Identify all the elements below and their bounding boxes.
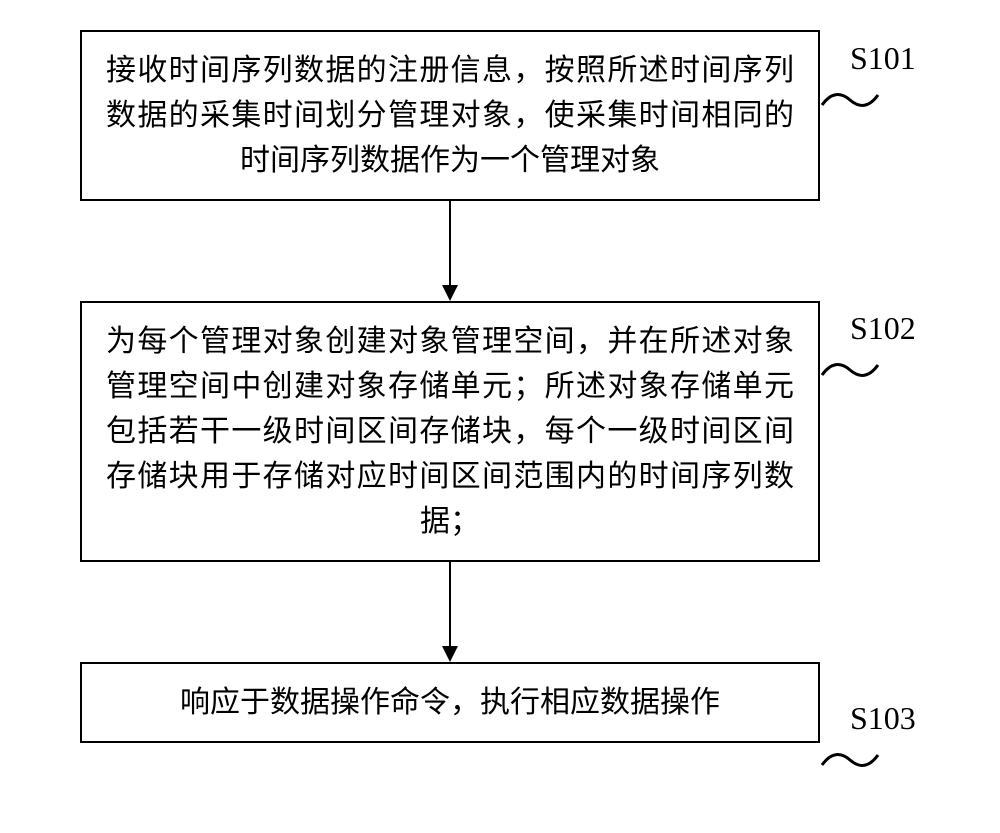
arrow-icon [435, 562, 465, 662]
step-text-s103: 响应于数据操作命令，执行相应数据操作 [180, 686, 720, 719]
step-wrapper-1: 接收时间序列数据的注册信息，按照所述时间序列数据的采集时间划分管理对象，使采集时… [80, 30, 820, 201]
step-box-s103: 响应于数据操作命令，执行相应数据操作 [80, 662, 820, 743]
arrow-2 [80, 562, 820, 662]
step-box-s101: 接收时间序列数据的注册信息，按照所述时间序列数据的采集时间划分管理对象，使采集时… [80, 30, 820, 201]
step-label-s102: S102 [850, 310, 916, 347]
tilde-connector-s102 [820, 355, 880, 385]
step-wrapper-3: 响应于数据操作命令，执行相应数据操作 [80, 662, 820, 743]
tilde-connector-s101 [820, 85, 880, 115]
step-text-s101: 接收时间序列数据的注册信息，按照所述时间序列数据的采集时间划分管理对象，使采集时… [106, 54, 794, 177]
step-wrapper-2: 为每个管理对象创建对象管理空间，并在所述对象管理空间中创建对象存储单元；所述对象… [80, 301, 820, 562]
tilde-connector-s103 [820, 745, 880, 775]
flowchart-container: 接收时间序列数据的注册信息，按照所述时间序列数据的采集时间划分管理对象，使采集时… [60, 30, 940, 743]
step-label-s101: S101 [850, 40, 916, 77]
step-label-s103: S103 [850, 700, 916, 737]
arrow-icon [435, 201, 465, 301]
step-text-s102: 为每个管理对象创建对象管理空间，并在所述对象管理空间中创建对象存储单元；所述对象… [106, 325, 794, 538]
step-box-s102: 为每个管理对象创建对象管理空间，并在所述对象管理空间中创建对象存储单元；所述对象… [80, 301, 820, 562]
arrow-1 [80, 201, 820, 301]
